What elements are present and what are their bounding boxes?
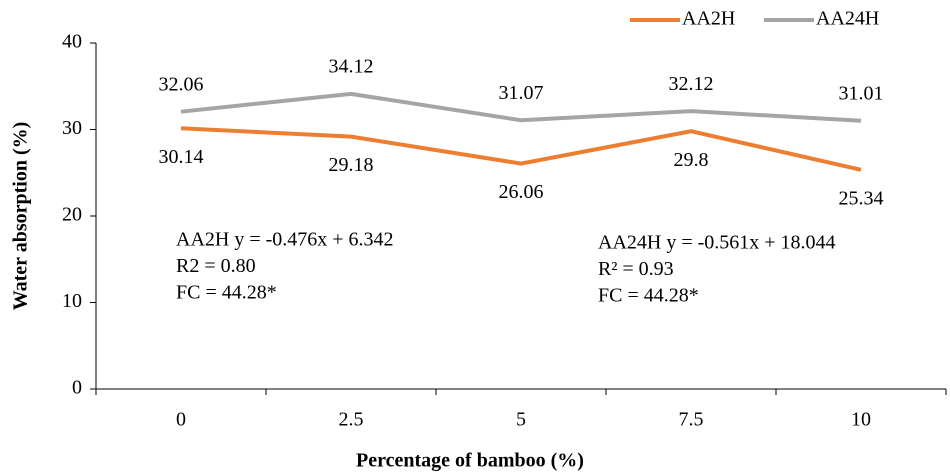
x-tick-label: 7.5 — [679, 409, 704, 431]
x-tick-label: 10 — [851, 409, 871, 431]
x-tick-label: 2.5 — [339, 409, 364, 431]
y-axis-title: Water absorption (%) — [10, 122, 32, 311]
data-label: 30.14 — [159, 146, 204, 168]
annotation: AA24H y = -0.561x + 18.044 — [598, 232, 836, 254]
x-axis-title: Percentage of bamboo (%) — [356, 450, 584, 472]
y-tick-label: 20 — [62, 204, 82, 226]
annotation: FC = 44.28* — [176, 282, 277, 304]
x-tick-label: 0 — [176, 409, 186, 431]
legend-label: AA2H — [682, 8, 735, 30]
annotation: R² = 0.93 — [598, 258, 674, 280]
data-label: 32.06 — [159, 73, 204, 95]
y-tick-label: 30 — [62, 117, 82, 139]
y-tick-label: 10 — [62, 290, 82, 312]
data-label: 25.34 — [839, 187, 884, 209]
data-label: 31.01 — [839, 82, 884, 104]
data-label: 29.18 — [329, 154, 374, 176]
y-tick-label: 40 — [62, 31, 82, 53]
y-tick-label: 0 — [72, 377, 82, 399]
annotation: FC = 44.28* — [598, 285, 699, 307]
annotation: AA2H y = -0.476x + 6.342 — [176, 229, 394, 251]
annotation: R2 = 0.80 — [176, 255, 256, 277]
data-label: 29.8 — [674, 149, 709, 171]
data-label: 31.07 — [499, 82, 544, 104]
legend-label: AA24H — [816, 8, 879, 30]
data-line — [180, 91, 862, 123]
x-tick-label: 5 — [516, 409, 526, 431]
data-label: 32.12 — [669, 73, 714, 95]
data-line — [180, 126, 862, 172]
data-label: 34.12 — [329, 55, 374, 77]
data-label: 26.06 — [499, 181, 544, 203]
